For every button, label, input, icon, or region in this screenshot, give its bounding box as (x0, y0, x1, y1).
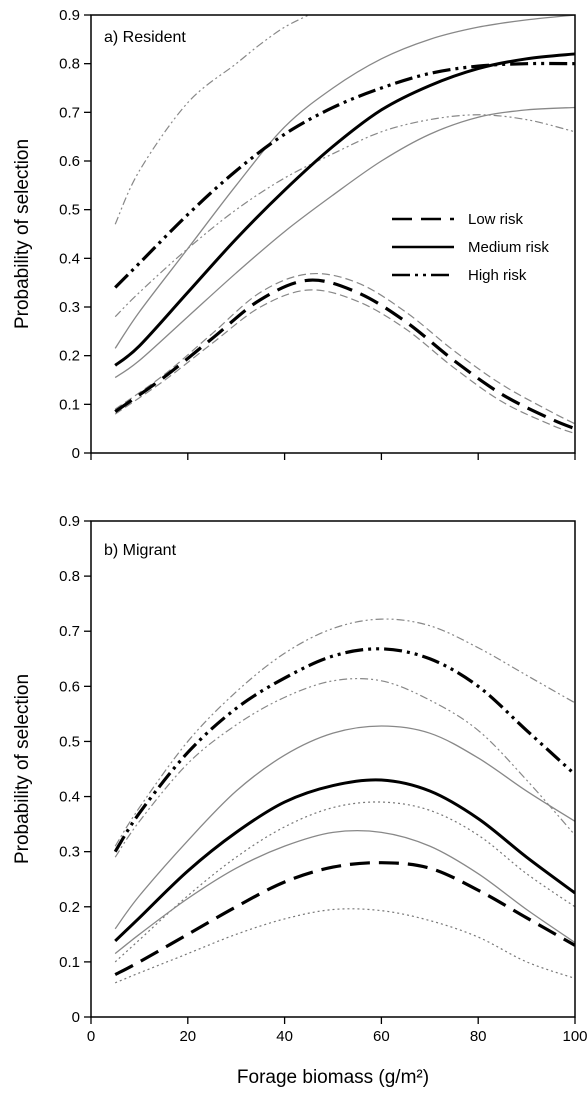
y-tick-label: 0.7 (59, 623, 80, 640)
y-tick-label: 0.4 (59, 789, 80, 806)
x-tick-label: 100 (562, 1028, 587, 1045)
panel-b: 0 0.1 0.2 0.3 0.4 0.5 0.6 0.7 0.8 0.9 0 20 40 60 80 100… (12, 513, 588, 1088)
series-low-risk-0 (114, 278, 575, 431)
y-tick-label: 0 (72, 1009, 80, 1026)
series-long-dash-band-2 (114, 289, 575, 435)
legend-label-high-risk: High risk (468, 267, 527, 284)
y-axis-label-b: Probability of selection (12, 674, 33, 864)
series-solid-band-5 (114, 830, 575, 955)
series-low-risk-0 (114, 861, 575, 976)
y-tick-label: 0.6 (59, 678, 80, 695)
legend-label-low-risk: Low risk (468, 211, 524, 228)
y-tick-label: 0.1 (59, 396, 80, 413)
panel-label-a: a) Resident (104, 29, 186, 46)
y-tick-label: 0.3 (59, 844, 80, 861)
plot-frame-a (90, 14, 576, 454)
y-tick-label: 0.1 (59, 954, 80, 971)
series-dash-dot-band-8 (114, 114, 575, 318)
series-dash-dot-band-7 (114, 618, 575, 847)
y-tick-label: 0.9 (59, 513, 80, 530)
series-solid-band-4 (114, 15, 575, 349)
panel-a: 0 0.1 0.2 0.3 0.4 0.5 0.6 0.7 0.8 0.9 a) Resident… (12, 7, 576, 462)
y-tick-label: 0.2 (59, 348, 80, 365)
x-tick-label: 0 (87, 1028, 95, 1045)
y-tick-label: 0 (72, 445, 80, 462)
x-tick-label: 80 (470, 1028, 487, 1045)
y-axis-label-a: Probability of selection (12, 139, 33, 329)
y-tick-label: 0.6 (59, 153, 80, 170)
panel-label-b: b) Migrant (104, 542, 177, 559)
y-tick-label: 0.8 (59, 568, 80, 585)
y-tick-label: 0.3 (59, 299, 80, 316)
y-tick-label: 0.8 (59, 56, 80, 73)
series-high-risk-6 (113, 647, 575, 853)
legend: Low risk Medium risk High risk (392, 211, 549, 284)
y-tick-label: 0.5 (59, 733, 80, 750)
y-tick-label: 0.7 (59, 104, 80, 121)
plot-frame-b (90, 520, 576, 1018)
series-medium-risk-3 (114, 778, 575, 943)
y-tick-label: 0.5 (59, 202, 80, 219)
series-dash-dot-band-8 (114, 677, 575, 858)
series-dotted-band-2 (114, 908, 575, 984)
y-tick-label: 0.4 (59, 250, 80, 267)
x-tick-label: 40 (276, 1028, 293, 1045)
series-solid-band-4 (114, 725, 575, 930)
series-dash-dot-band-7 (114, 15, 310, 225)
x-axis-label: Forage biomass (g/m²) (237, 1067, 429, 1088)
legend-label-medium-risk: Medium risk (468, 239, 549, 256)
series-long-dash-band-1 (114, 272, 575, 425)
y-tick-label: 0.2 (59, 899, 80, 916)
x-tick-label: 20 (179, 1028, 196, 1045)
y-tick-label: 0.9 (59, 7, 80, 24)
series-high-risk-6 (114, 61, 575, 289)
x-tick-label: 60 (373, 1028, 390, 1045)
